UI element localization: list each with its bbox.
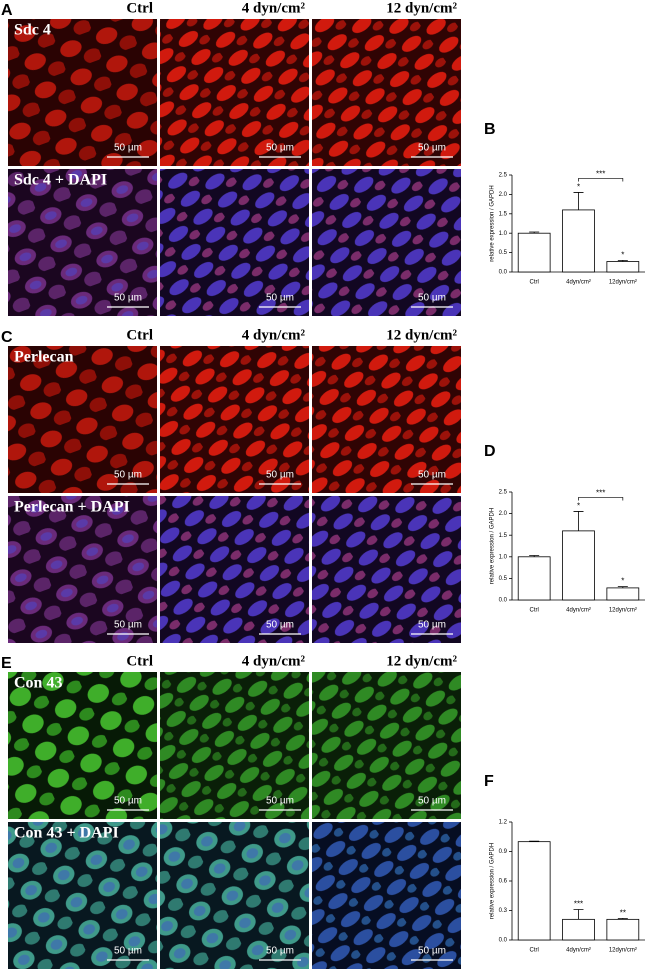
scale-label: 50 µm <box>114 796 142 807</box>
error-bar <box>574 910 584 920</box>
y-axis-label: relative expression / GAPDH <box>490 508 496 584</box>
chart-letter: B <box>484 121 496 138</box>
y-tick-label: 0.0 <box>499 938 508 944</box>
error-bar <box>574 511 584 530</box>
y-tick-label: 0.5 <box>499 250 508 256</box>
bar <box>518 842 550 940</box>
significance: *** <box>574 900 583 909</box>
significance: ** <box>620 908 626 917</box>
bar <box>607 262 639 272</box>
y-tick-label: 0.0 <box>499 598 508 604</box>
x-tick-label: 4dyn/cm² <box>566 280 591 286</box>
row-label: Con 43 + DAPI <box>14 825 119 842</box>
row-label: Perlecan <box>14 349 74 366</box>
y-tick-label: 0.0 <box>499 270 508 276</box>
scale-label: 50 µm <box>114 620 142 631</box>
x-tick-label: Ctrl <box>529 280 538 286</box>
y-tick-label: 2.0 <box>499 511 508 517</box>
column-header: Ctrl <box>126 653 153 669</box>
chart-letter: F <box>484 773 494 790</box>
significance-bracket <box>579 497 623 500</box>
y-tick-label: 2.5 <box>499 173 508 179</box>
y-axis-label: relative expression / GAPDH <box>490 843 496 919</box>
scale-label: 50 µm <box>266 470 294 481</box>
x-tick-label: 12dyn/cm² <box>609 608 637 614</box>
y-tick-label: 2.0 <box>499 192 508 198</box>
error-bar <box>574 192 584 209</box>
x-tick-label: Ctrl <box>529 608 538 614</box>
bracket-label: *** <box>596 489 605 498</box>
significance-bracket <box>579 178 623 181</box>
x-tick-label: 12dyn/cm² <box>609 280 637 286</box>
bar <box>563 210 595 272</box>
scale-label: 50 µm <box>418 143 446 154</box>
y-tick-label: 0.6 <box>499 879 508 885</box>
y-tick-label: 1.2 <box>499 820 508 826</box>
y-tick-label: 2.5 <box>499 490 508 496</box>
column-header: 12 dyn/cm² <box>386 653 457 669</box>
row-label: Sdc 4 <box>14 22 51 39</box>
y-tick-label: 0.9 <box>499 849 508 855</box>
bar <box>607 919 639 940</box>
bar <box>563 919 595 940</box>
significance: * <box>577 183 580 192</box>
x-tick-label: 4dyn/cm² <box>566 608 591 614</box>
y-tick-label: 1.5 <box>499 533 508 539</box>
x-tick-label: 4dyn/cm² <box>566 948 591 954</box>
bar <box>518 557 550 600</box>
y-tick-label: 1.0 <box>499 554 508 560</box>
scale-label: 50 µm <box>418 293 446 304</box>
bracket-label: *** <box>596 170 605 179</box>
bar <box>518 233 550 272</box>
significance: * <box>621 577 624 586</box>
row-label: Perlecan + DAPI <box>14 499 130 516</box>
scale-label: 50 µm <box>418 620 446 631</box>
scale-label: 50 µm <box>114 143 142 154</box>
row-label: Con 43 <box>14 675 62 692</box>
panel-letter: A <box>1 2 13 19</box>
scale-label: 50 µm <box>418 796 446 807</box>
panel-letter: E <box>1 655 12 672</box>
scale-label: 50 µm <box>266 796 294 807</box>
chart-letter: D <box>484 443 496 460</box>
column-header: 12 dyn/cm² <box>386 327 457 343</box>
scale-label: 50 µm <box>266 946 294 957</box>
y-tick-label: 1.0 <box>499 231 508 237</box>
scale-label: 50 µm <box>114 293 142 304</box>
panel-letter: C <box>1 329 13 346</box>
scale-label: 50 µm <box>418 946 446 957</box>
column-header: 12 dyn/cm² <box>386 0 457 16</box>
y-axis-label: relative expression / GAPDH <box>490 185 496 261</box>
column-header: Ctrl <box>126 327 153 343</box>
column-header: 4 dyn/cm² <box>242 0 306 16</box>
scale-label: 50 µm <box>114 946 142 957</box>
row-label: Sdc 4 + DAPI <box>14 172 107 189</box>
significance: * <box>577 502 580 511</box>
scale-label: 50 µm <box>266 293 294 304</box>
scale-label: 50 µm <box>266 620 294 631</box>
bar <box>607 588 639 600</box>
y-tick-label: 0.5 <box>499 576 508 582</box>
scale-label: 50 µm <box>114 470 142 481</box>
bar <box>563 531 595 600</box>
y-tick-label: 1.5 <box>499 211 508 217</box>
x-tick-label: 12dyn/cm² <box>609 948 637 954</box>
y-tick-label: 0.3 <box>499 908 508 914</box>
column-header: Ctrl <box>126 0 153 16</box>
scale-label: 50 µm <box>418 470 446 481</box>
column-header: 4 dyn/cm² <box>242 327 306 343</box>
column-header: 4 dyn/cm² <box>242 653 306 669</box>
scale-label: 50 µm <box>266 143 294 154</box>
significance: * <box>621 250 624 259</box>
x-tick-label: Ctrl <box>529 948 538 954</box>
